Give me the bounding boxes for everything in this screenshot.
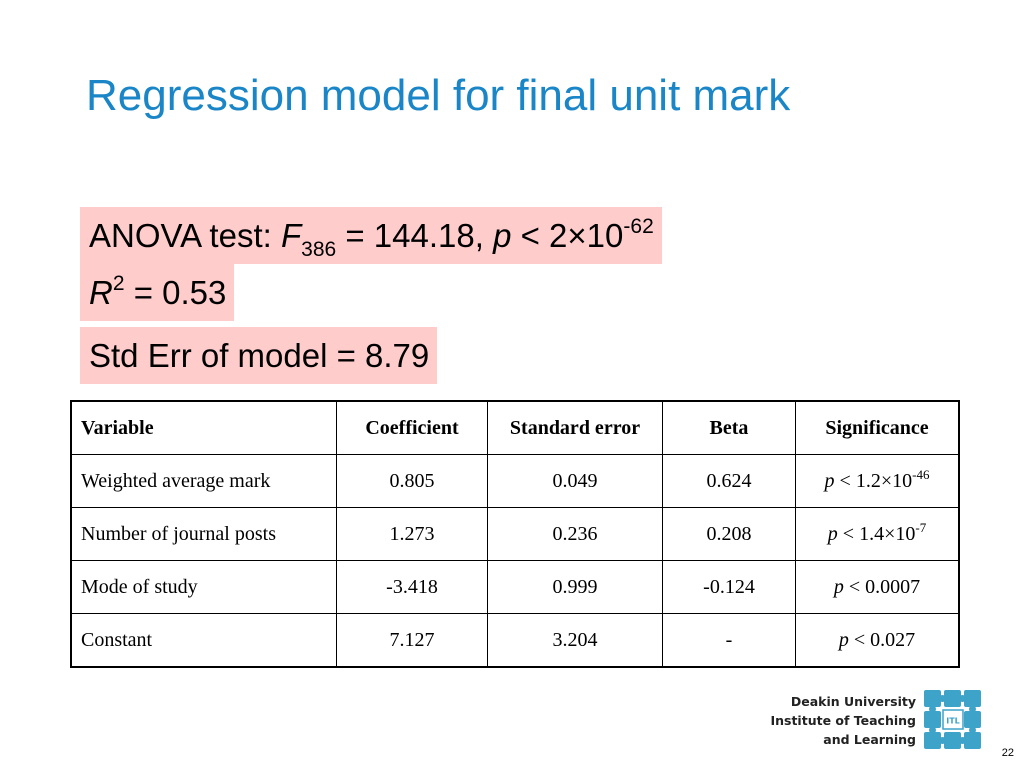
- header-coefficient: Coefficient: [336, 400, 488, 455]
- r-squared-stat: R2 = 0.53: [80, 264, 235, 321]
- cell-significance: p < 0.027: [795, 613, 960, 668]
- cell-variable: Weighted average mark: [70, 454, 337, 508]
- p-exponent: -62: [623, 215, 654, 238]
- logo-line-1: Deakin University: [790, 694, 916, 709]
- sig-p-symbol: p: [824, 469, 835, 492]
- table-header-row: Variable Coefficient Standard error Beta…: [70, 400, 960, 455]
- cell-coefficient: 0.805: [336, 454, 488, 508]
- sig-exponent: -46: [912, 466, 930, 482]
- page-number: 22: [1001, 747, 1014, 759]
- table-row: Weighted average mark 0.805 0.049 0.624 …: [70, 454, 960, 508]
- cell-variable: Mode of study: [70, 560, 337, 614]
- header-significance: Significance: [795, 400, 960, 455]
- sig-value: < 1.2×10: [834, 469, 913, 492]
- table-row: Constant 7.127 3.204 - p < 0.027: [70, 613, 960, 668]
- r-squared-value: = 0.53: [124, 274, 227, 311]
- p-value: < 2×10: [511, 217, 624, 254]
- sig-value: < 0.027: [848, 628, 916, 651]
- f-value: = 144.18,: [336, 217, 494, 254]
- cell-beta: 0.624: [662, 454, 796, 508]
- cell-coefficient: 7.127: [336, 613, 488, 668]
- cell-coefficient: 1.273: [336, 507, 488, 561]
- header-variable: Variable: [70, 400, 337, 455]
- p-symbol: p: [493, 217, 512, 254]
- f-subscript: 386: [301, 238, 337, 261]
- f-symbol: F: [280, 217, 302, 254]
- sig-value: < 0.0007: [843, 575, 921, 598]
- cell-significance: p < 0.0007: [795, 560, 960, 614]
- logo-badge-text: ITL: [946, 717, 960, 726]
- cell-std-error: 0.049: [487, 454, 663, 508]
- cell-significance: p < 1.2×10-46: [795, 454, 960, 508]
- sig-p-symbol: p: [827, 522, 838, 545]
- cell-std-error: 0.236: [487, 507, 663, 561]
- r-symbol: R: [89, 274, 113, 311]
- sig-p-symbol: p: [838, 628, 849, 651]
- cell-beta: 0.208: [662, 507, 796, 561]
- logo-line-2: Institute of Teaching: [770, 713, 916, 728]
- sig-p-symbol: p: [833, 575, 844, 598]
- anova-stat: ANOVA test: F386 = 144.18, p < 2×10-62: [80, 207, 662, 264]
- cell-coefficient: -3.418: [336, 560, 488, 614]
- puzzle-logo-icon: ITL: [924, 690, 981, 749]
- cell-beta: -: [662, 613, 796, 668]
- cell-significance: p < 1.4×10-7: [795, 507, 960, 561]
- logo-line-3: and Learning: [823, 732, 916, 747]
- header-standard-error: Standard error: [487, 400, 663, 455]
- cell-std-error: 0.999: [487, 560, 663, 614]
- sig-value: < 1.4×10: [837, 522, 916, 545]
- cell-std-error: 3.204: [487, 613, 663, 668]
- table-row: Number of journal posts 1.273 0.236 0.20…: [70, 507, 960, 561]
- institution-logo-text: Deakin University Institute of Teaching …: [770, 692, 916, 749]
- cell-variable: Number of journal posts: [70, 507, 337, 561]
- r-exponent: 2: [112, 272, 125, 295]
- header-beta: Beta: [662, 400, 796, 455]
- table-row: Mode of study -3.418 0.999 -0.124 p < 0.…: [70, 560, 960, 614]
- slide-title: Regression model for final unit mark: [86, 71, 791, 120]
- regression-table: Variable Coefficient Standard error Beta…: [70, 400, 960, 668]
- cell-variable: Constant: [70, 613, 337, 668]
- cell-beta: -0.124: [662, 560, 796, 614]
- sig-exponent: -7: [915, 519, 927, 535]
- anova-label: ANOVA test:: [89, 217, 281, 254]
- std-err-stat: Std Err of model = 8.79: [80, 327, 438, 384]
